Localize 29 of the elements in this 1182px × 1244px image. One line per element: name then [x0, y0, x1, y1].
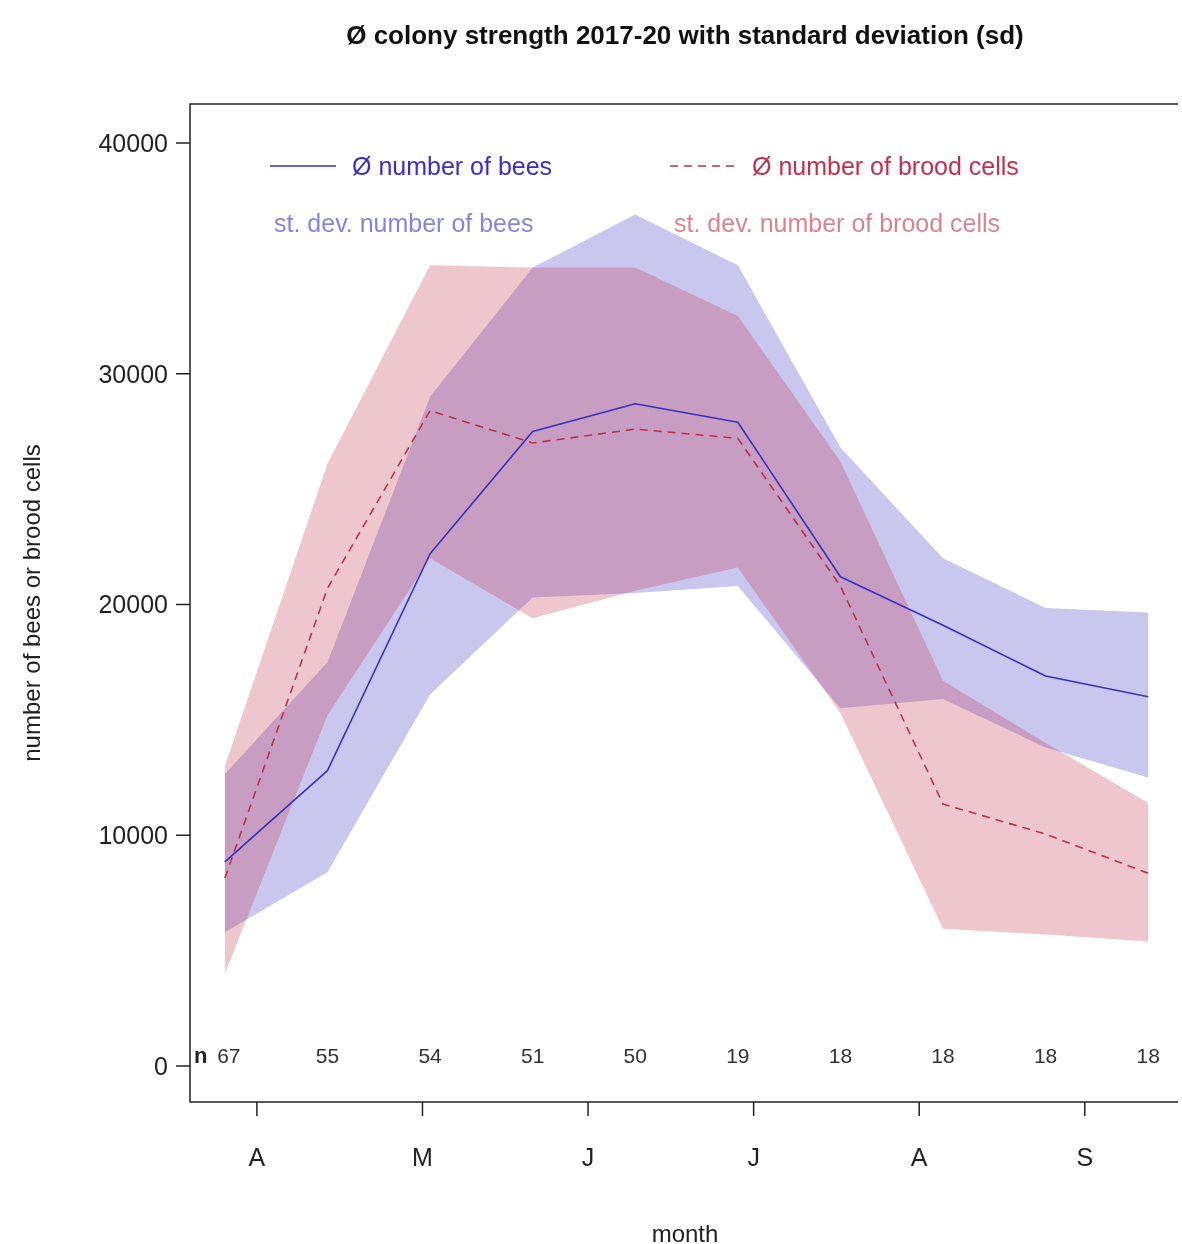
y-axis-title: number of bees or brood cells [18, 444, 45, 762]
x-tick-label: 54 [418, 1044, 443, 1067]
month-tick: A [248, 1101, 266, 1171]
x-tick-label: 51 [520, 1044, 545, 1067]
x-tick-label: 67 [217, 1044, 241, 1067]
legend-label: Ø number of brood cells [752, 152, 1019, 180]
chart-title: Ø colony strength 2017-20 with standard deviation (sd) [346, 20, 1024, 50]
x-tick-label: 18 [1033, 1044, 1058, 1067]
annotation: st. dev. number of brood cells [674, 209, 1001, 237]
x-tick-label: 18 [931, 1044, 955, 1067]
month-tick: J [747, 1101, 760, 1171]
x-axis-title: month [651, 1220, 719, 1244]
annotation: st. dev. number of bees [274, 209, 534, 237]
y-tick-label: 40000 [98, 129, 168, 157]
month-tick: J [581, 1101, 595, 1171]
y-tick-label: 20000 [98, 590, 168, 619]
x-tick-label: 18 [1136, 1044, 1160, 1067]
y-tick-label: 30000 [98, 359, 168, 388]
x-tick-label: 19 [726, 1044, 750, 1067]
x-tick-label: 50 [623, 1044, 647, 1067]
legend-label: Ø number of bees [352, 152, 553, 180]
x-tick-label: 55 [315, 1044, 340, 1067]
y-tick-label: 10000 [98, 821, 168, 850]
month-tick: S [1076, 1101, 1094, 1171]
y-tick-label: 0 [154, 1052, 168, 1080]
month-tick: M [412, 1101, 433, 1171]
month-tick: A [910, 1101, 928, 1171]
x-tick-label: 18 [828, 1044, 853, 1067]
annotation: n [194, 1043, 208, 1068]
